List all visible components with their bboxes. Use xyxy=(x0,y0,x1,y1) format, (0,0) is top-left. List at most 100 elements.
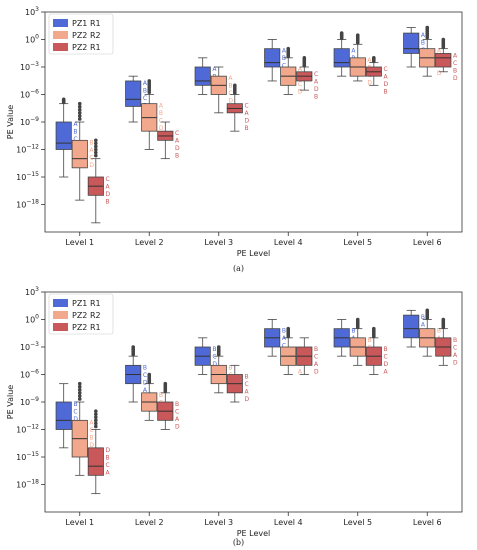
group-label: C xyxy=(383,354,387,361)
group-label: B xyxy=(282,55,286,62)
x-tick-label: Level 5 xyxy=(343,518,372,527)
group-label: B xyxy=(228,364,232,371)
y-tick-label: 10−3 xyxy=(20,341,39,352)
group-label: B xyxy=(421,40,425,47)
group-label: C xyxy=(453,60,457,67)
outlier-point xyxy=(372,326,376,331)
outlier-point xyxy=(372,56,376,60)
group-label: A xyxy=(228,75,233,82)
box-iqr xyxy=(264,48,281,68)
outlier-point xyxy=(77,107,82,112)
group-label: B xyxy=(437,328,441,335)
group-label: B xyxy=(383,346,387,353)
outlier-point xyxy=(77,111,82,115)
group-label: B xyxy=(73,401,77,408)
group-label: C xyxy=(105,176,109,183)
box-iqr xyxy=(403,314,420,339)
outlier-point xyxy=(94,141,98,146)
group-label: A xyxy=(314,361,319,368)
box-iqr xyxy=(87,447,104,476)
group-label: D xyxy=(89,442,94,449)
box-iqr xyxy=(55,401,72,430)
legend-swatch xyxy=(53,311,68,319)
legend-swatch xyxy=(53,31,68,39)
group-label: D xyxy=(244,118,249,125)
group-label: B xyxy=(314,346,318,353)
group-label: C xyxy=(159,118,163,125)
outlier-point xyxy=(77,394,82,398)
group-label: D xyxy=(212,361,217,368)
outlier-point xyxy=(131,345,135,349)
group-label: C xyxy=(89,154,93,161)
y-tick-label: 103 xyxy=(25,6,39,17)
group-label: B xyxy=(73,129,77,136)
outlier-point xyxy=(77,101,82,106)
outlier-point xyxy=(302,56,307,60)
outlier-point xyxy=(94,415,98,420)
y-tick-label: 10−15 xyxy=(16,451,39,462)
group-label: A xyxy=(453,52,458,59)
group-label: C xyxy=(175,409,179,416)
group-label: A xyxy=(298,66,303,73)
group-label: B xyxy=(89,434,93,441)
legend-label: PZ2 R2 xyxy=(72,311,101,320)
box-iqr xyxy=(55,121,72,150)
group-label: D xyxy=(73,416,78,423)
group-label: A xyxy=(421,322,426,329)
outlier-point xyxy=(94,409,98,413)
legend-swatch xyxy=(53,299,68,307)
group-label: D xyxy=(175,145,180,152)
y-tick-label: 10−12 xyxy=(16,144,39,155)
group-label: B xyxy=(351,328,355,335)
group-label: B xyxy=(89,139,93,146)
outlier-point xyxy=(355,317,360,322)
y-tick-label: 100 xyxy=(25,34,39,45)
outlier-point xyxy=(94,153,98,158)
outlier-point xyxy=(94,138,98,143)
legend-label: PZ1 R1 xyxy=(72,19,101,28)
outlier-point xyxy=(77,381,82,386)
outlier-point xyxy=(77,104,82,109)
group-label: A xyxy=(383,369,388,376)
outlier-point xyxy=(94,424,98,429)
x-tick-label: Level 1 xyxy=(65,238,94,247)
group-label: A xyxy=(105,469,110,476)
group-label: B xyxy=(175,401,179,408)
group-label: B xyxy=(105,454,109,461)
legend-label: PZ2 R1 xyxy=(72,43,101,52)
outlier-point xyxy=(77,391,82,395)
box-iqr xyxy=(403,32,420,54)
outlier-point xyxy=(94,412,98,417)
group-label: C xyxy=(105,462,109,469)
legend-label: PZ2 R1 xyxy=(72,323,101,332)
plot-frame xyxy=(44,11,463,233)
group-label: C xyxy=(282,63,286,70)
group-label: A xyxy=(89,147,94,154)
caption-a: (a) xyxy=(232,264,244,273)
x-tick-label: Level 3 xyxy=(204,238,233,247)
outlier-point xyxy=(94,150,98,155)
caption-b: (b) xyxy=(232,538,245,547)
legend-swatch xyxy=(53,43,68,51)
group-label: B xyxy=(143,87,147,94)
group-label: D xyxy=(453,359,458,366)
group-label: C xyxy=(314,71,318,78)
group-label: D xyxy=(105,447,110,454)
x-tick-label: Level 6 xyxy=(413,238,442,247)
group-label: D xyxy=(383,361,388,368)
outlier-point xyxy=(61,97,66,102)
y-tick-label: 10−3 xyxy=(20,61,39,72)
group-label: D xyxy=(314,369,319,376)
group-label: B xyxy=(159,110,163,117)
